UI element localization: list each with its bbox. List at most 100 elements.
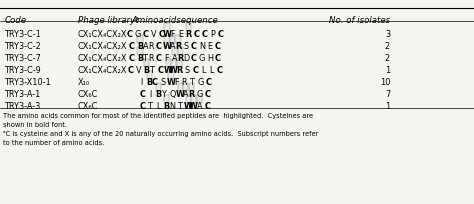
FancyBboxPatch shape (175, 35, 181, 43)
Text: G: G (134, 30, 141, 39)
FancyBboxPatch shape (137, 35, 143, 43)
Text: W: W (163, 42, 172, 51)
Text: A: A (197, 102, 202, 111)
Text: Code: Code (5, 16, 27, 25)
Text: F: F (164, 54, 169, 63)
Text: A: A (172, 54, 178, 63)
Text: C: C (191, 54, 197, 63)
Text: TRY3-X10-1: TRY3-X10-1 (5, 78, 52, 87)
Text: C: C (129, 54, 135, 63)
Text: V: V (151, 30, 156, 39)
Text: A: A (143, 42, 148, 51)
Text: C: C (201, 30, 208, 39)
Text: C: C (152, 78, 158, 87)
Text: C: C (193, 30, 200, 39)
Text: R: R (176, 66, 182, 75)
Text: ᵃC is cysteine and X is any of the 20 naturally occurring amino acids.  Subscrip: ᵃC is cysteine and X is any of the 20 na… (3, 131, 319, 137)
Text: T: T (150, 66, 155, 75)
Text: shown in bold font.: shown in bold font. (3, 122, 67, 128)
Text: C: C (157, 66, 163, 75)
Text: C: C (140, 90, 146, 99)
Text: R: R (188, 90, 194, 99)
FancyBboxPatch shape (178, 47, 183, 55)
Text: W: W (176, 90, 185, 99)
Text: 2: 2 (385, 54, 390, 63)
Text: 10: 10 (380, 78, 390, 87)
Text: TRY3-C-9: TRY3-C-9 (5, 66, 42, 75)
Text: CX₁CX₄CX₂X: CX₁CX₄CX₂X (78, 66, 128, 75)
Text: 1: 1 (385, 66, 390, 75)
Text: Phage libraryᵃ: Phage libraryᵃ (78, 16, 138, 25)
Text: C: C (191, 42, 197, 51)
Text: TRY3-A-1: TRY3-A-1 (5, 90, 41, 99)
Text: B: B (144, 66, 150, 75)
FancyBboxPatch shape (171, 59, 176, 67)
Text: W: W (189, 102, 198, 111)
Text: D: D (183, 54, 189, 63)
Text: T: T (143, 54, 148, 63)
Text: A: A (183, 90, 189, 99)
Text: C: C (128, 66, 134, 75)
Text: B: B (164, 102, 170, 111)
Text: T: T (178, 102, 183, 111)
Text: X₁₀: X₁₀ (78, 78, 90, 87)
Text: C: C (206, 78, 211, 87)
Text: G: G (196, 90, 202, 99)
Text: N: N (199, 42, 205, 51)
Text: R: R (148, 54, 154, 63)
Text: B: B (146, 78, 153, 87)
Text: W: W (164, 66, 173, 75)
Text: TRY3-C-2: TRY3-C-2 (5, 42, 42, 51)
Text: S: S (185, 66, 190, 75)
Text: A: A (170, 42, 175, 51)
FancyBboxPatch shape (189, 83, 194, 91)
Text: E: E (178, 30, 183, 39)
FancyBboxPatch shape (147, 71, 152, 79)
Text: P: P (210, 30, 215, 39)
Text: H: H (207, 54, 213, 63)
Text: W: W (184, 102, 193, 111)
Text: 2: 2 (385, 42, 390, 51)
Text: C: C (216, 66, 222, 75)
Text: C: C (143, 30, 148, 39)
Text: L: L (201, 66, 206, 75)
Text: G: G (197, 78, 204, 87)
FancyBboxPatch shape (177, 59, 182, 67)
Text: CX₁CX₄CX₂X: CX₁CX₄CX₂X (78, 30, 128, 39)
Text: S: S (160, 78, 165, 87)
Text: T: T (190, 78, 195, 87)
Text: No. of isolates: No. of isolates (329, 16, 390, 25)
Text: Aminoacidsequence: Aminoacidsequence (132, 16, 219, 25)
Text: CX₁CX₄CX₂X: CX₁CX₄CX₂X (78, 42, 128, 51)
Text: to the number of amino acids.: to the number of amino acids. (3, 140, 104, 146)
Text: N: N (169, 102, 175, 111)
Text: F: F (170, 30, 175, 39)
Text: The amino acids common for most of the identified peptides are  highlighted.  Cy: The amino acids common for most of the i… (3, 113, 313, 119)
Text: L: L (156, 102, 161, 111)
Text: R: R (148, 42, 154, 51)
Text: B: B (137, 54, 143, 63)
Text: R: R (182, 78, 187, 87)
Text: C: C (158, 30, 164, 39)
FancyBboxPatch shape (178, 83, 183, 91)
Text: C: C (127, 30, 133, 39)
Text: C: C (215, 42, 221, 51)
Text: C: C (215, 54, 221, 63)
FancyBboxPatch shape (164, 95, 169, 103)
FancyBboxPatch shape (168, 71, 173, 79)
Text: C: C (218, 30, 224, 39)
Text: Y: Y (162, 90, 167, 99)
Text: B: B (137, 42, 143, 51)
Text: T: T (148, 102, 153, 111)
FancyBboxPatch shape (186, 23, 191, 31)
Text: C: C (129, 42, 135, 51)
Text: L: L (209, 66, 213, 75)
FancyBboxPatch shape (156, 83, 162, 91)
FancyBboxPatch shape (166, 59, 171, 67)
Text: C: C (140, 102, 146, 111)
Text: R: R (177, 54, 183, 63)
Text: W: W (163, 30, 172, 39)
Text: 3: 3 (385, 30, 390, 39)
FancyBboxPatch shape (164, 35, 170, 43)
Text: F: F (174, 78, 179, 87)
